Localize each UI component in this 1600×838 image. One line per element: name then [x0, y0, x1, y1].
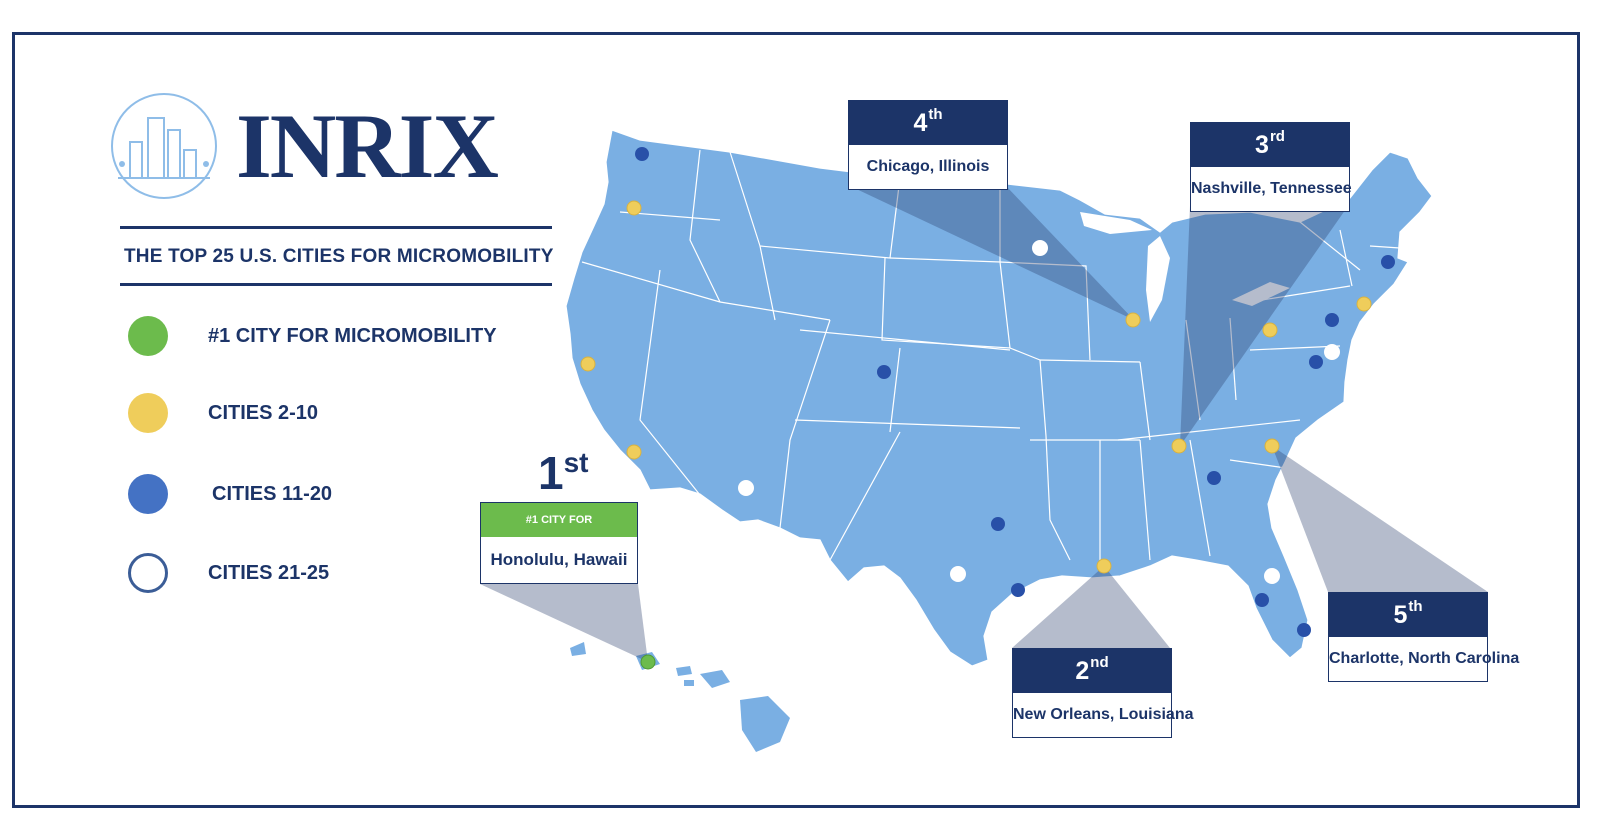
callout-rank: 3rd: [1191, 123, 1349, 167]
legend-item-first: #1 CITY FOR MICROMOBILITY: [128, 314, 497, 358]
state-lines: [581, 149, 1401, 570]
lake-erie-shape: [1232, 282, 1290, 306]
legend-label: CITIES 11-20: [212, 482, 333, 505]
city-dot: [991, 517, 1005, 531]
cities-21-25: [738, 240, 1340, 584]
legend-label: CITIES 2-10: [208, 401, 319, 424]
city-dot: [1171, 438, 1187, 454]
brand-logo: INRIX: [236, 95, 499, 197]
callout-city: Charlotte, North Carolina: [1329, 650, 1520, 667]
city-dot: [877, 365, 891, 379]
cities-11-20: [635, 147, 1395, 637]
rank-suffix: nd: [1090, 654, 1109, 671]
city-dot: [1096, 558, 1112, 574]
rank-number: 4: [913, 109, 928, 137]
city-dot: [1207, 471, 1221, 485]
city-dot: [1324, 344, 1340, 360]
callout-city: Nashville, Tennessee: [1191, 180, 1352, 197]
callout-4th: 4th Chicago, Illinois: [848, 100, 1008, 190]
callout-beams: [480, 186, 1488, 662]
city-skyline-logo-icon: [111, 93, 217, 199]
legend-item-2-10: CITIES 2-10: [128, 391, 318, 435]
callout-1st: #1 CITY FOR MICROMOBILITY Honolulu, Hawa…: [480, 502, 638, 584]
city-dot: [1381, 255, 1395, 269]
yellow-dot-icon: [128, 393, 168, 433]
city-dot: [1297, 623, 1311, 637]
green-dot-icon: [128, 316, 168, 356]
divider-bottom: [120, 283, 552, 286]
callout-2nd: 2nd New Orleans, Louisiana: [1012, 648, 1194, 738]
rank-number: 1: [538, 447, 564, 499]
legend-label: CITIES 21-25: [208, 561, 330, 584]
city-dot: [580, 356, 596, 372]
city-dot: [1264, 438, 1280, 454]
rank-number: 2: [1075, 657, 1090, 685]
callout-rank: 4th: [849, 101, 1007, 145]
rank-number: 5: [1393, 601, 1408, 629]
city-dot: [626, 200, 642, 216]
rank-suffix: th: [1408, 598, 1423, 615]
callout-5th: 5th Charlotte, North Carolina: [1328, 592, 1520, 682]
city-dot-honolulu: [640, 654, 656, 670]
beam-new-orleans: [1012, 566, 1170, 648]
city-dot: [738, 480, 754, 496]
first-city-tag: #1 CITY FOR MICROMOBILITY: [481, 503, 637, 560]
city-dot: [1264, 568, 1280, 584]
lake-superior-shape: [1080, 212, 1152, 234]
legend-label: #1 CITY FOR MICROMOBILITY: [208, 324, 497, 347]
first-rank-label: 1st: [538, 446, 589, 500]
city-dot: [635, 147, 649, 161]
beam-charlotte: [1272, 446, 1488, 592]
cities-2-10: [580, 200, 1372, 574]
page-frame: [12, 32, 1580, 808]
city-dot: [1309, 355, 1323, 369]
city-dot: [1032, 240, 1048, 256]
callout-3rd: 3rd Nashville, Tennessee: [1190, 122, 1352, 212]
city-dot: [1125, 312, 1141, 328]
rank-number: 3: [1255, 131, 1269, 159]
callout-city: New Orleans, Louisiana: [1013, 706, 1194, 723]
rank-suffix: st: [563, 447, 589, 478]
callout-city: Honolulu, Hawaii: [490, 550, 628, 569]
beam-chicago: [850, 186, 1134, 320]
legend-item-11-20: CITIES 11-20: [128, 472, 332, 516]
city-dot: [1325, 313, 1339, 327]
city-dot: [1356, 296, 1372, 312]
city-dot: [1262, 322, 1278, 338]
legend-item-21-25: CITIES 21-25: [128, 551, 329, 595]
city-dot: [1255, 593, 1269, 607]
divider-top: [120, 226, 552, 229]
rank-suffix: th: [928, 106, 943, 123]
callout-city: Chicago, Illinois: [866, 158, 990, 175]
city-dot: [1011, 583, 1025, 597]
hawaii-islands: [570, 642, 790, 752]
city-dot: [626, 444, 642, 460]
callout-rank: 2nd: [1013, 649, 1171, 693]
rank-suffix: rd: [1269, 128, 1285, 145]
blue-dot-icon: [128, 474, 168, 514]
beam-honolulu: [480, 584, 648, 662]
city-dot: [950, 566, 966, 582]
white-dot-icon: [128, 553, 168, 593]
lake-michigan-shape: [1146, 236, 1170, 322]
map-subtitle: THE TOP 25 U.S. CITIES FOR MICROMOBILITY: [124, 246, 554, 267]
callout-rank: 5th: [1329, 593, 1487, 637]
